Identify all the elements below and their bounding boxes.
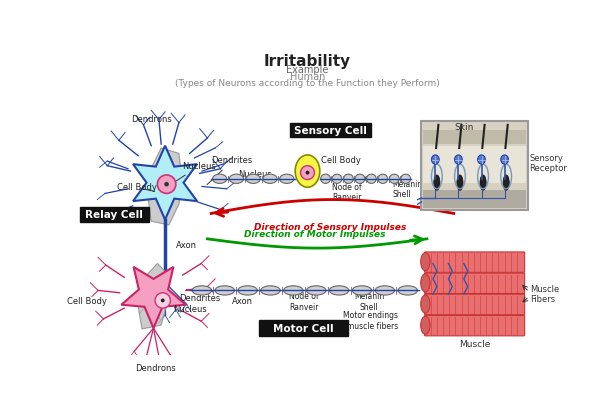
Ellipse shape bbox=[421, 253, 430, 271]
FancyBboxPatch shape bbox=[423, 130, 526, 144]
Text: Example: Example bbox=[286, 65, 329, 75]
Circle shape bbox=[155, 293, 170, 308]
Ellipse shape bbox=[246, 174, 260, 184]
Ellipse shape bbox=[434, 175, 440, 190]
Text: Cell Body: Cell Body bbox=[322, 156, 361, 165]
Ellipse shape bbox=[238, 286, 257, 295]
Ellipse shape bbox=[503, 175, 509, 190]
Text: Node of
Ranveir: Node of Ranveir bbox=[289, 292, 319, 312]
Polygon shape bbox=[133, 146, 197, 219]
FancyBboxPatch shape bbox=[425, 273, 524, 294]
Text: Human: Human bbox=[290, 72, 325, 82]
Ellipse shape bbox=[320, 174, 331, 184]
Text: Axon: Axon bbox=[176, 241, 197, 250]
Text: Axon: Axon bbox=[355, 174, 376, 183]
Text: Melanin
Shell: Melanin Shell bbox=[392, 180, 422, 199]
Ellipse shape bbox=[355, 174, 365, 184]
Text: Cell Body: Cell Body bbox=[67, 298, 107, 306]
Ellipse shape bbox=[375, 286, 395, 295]
Text: Irritability: Irritability bbox=[264, 54, 351, 69]
Circle shape bbox=[305, 171, 310, 174]
Circle shape bbox=[157, 175, 176, 194]
Ellipse shape bbox=[215, 286, 235, 295]
Polygon shape bbox=[121, 267, 186, 328]
Text: Skin: Skin bbox=[454, 122, 473, 132]
Text: Nucleus: Nucleus bbox=[238, 170, 272, 180]
Ellipse shape bbox=[284, 286, 303, 295]
FancyBboxPatch shape bbox=[290, 123, 371, 137]
Text: Direction of Sensory Impulses: Direction of Sensory Impulses bbox=[254, 223, 407, 233]
Text: Sensory
Receptor: Sensory Receptor bbox=[529, 154, 567, 173]
Ellipse shape bbox=[212, 174, 227, 184]
Ellipse shape bbox=[307, 286, 326, 295]
Ellipse shape bbox=[421, 295, 430, 313]
Text: Dendrons: Dendrons bbox=[134, 363, 175, 373]
FancyBboxPatch shape bbox=[425, 252, 524, 273]
FancyBboxPatch shape bbox=[425, 294, 524, 315]
Ellipse shape bbox=[480, 175, 486, 190]
Ellipse shape bbox=[421, 316, 430, 334]
Polygon shape bbox=[138, 263, 169, 329]
FancyBboxPatch shape bbox=[423, 146, 526, 183]
Ellipse shape bbox=[344, 174, 353, 184]
Text: Nucleus: Nucleus bbox=[173, 305, 206, 314]
Ellipse shape bbox=[295, 155, 320, 187]
Ellipse shape bbox=[421, 274, 430, 292]
Text: Node of
Ranveir: Node of Ranveir bbox=[332, 183, 362, 202]
Ellipse shape bbox=[398, 286, 418, 295]
Text: Direction of Motor Impulses: Direction of Motor Impulses bbox=[244, 230, 386, 239]
Text: Nucleus: Nucleus bbox=[173, 162, 216, 183]
Text: Muscle
Fibers: Muscle Fibers bbox=[530, 284, 559, 304]
FancyBboxPatch shape bbox=[80, 207, 149, 222]
Text: Dendrites: Dendrites bbox=[207, 156, 253, 185]
FancyBboxPatch shape bbox=[423, 190, 526, 208]
Ellipse shape bbox=[367, 174, 376, 184]
Text: (Types of Neurons according to the Function they Perform): (Types of Neurons according to the Funct… bbox=[175, 79, 440, 88]
Text: Axon: Axon bbox=[232, 298, 253, 306]
Text: Motor Cell: Motor Cell bbox=[274, 324, 334, 334]
Ellipse shape bbox=[280, 174, 294, 184]
Circle shape bbox=[161, 298, 164, 302]
Ellipse shape bbox=[431, 155, 439, 164]
FancyBboxPatch shape bbox=[425, 316, 524, 336]
Text: Dendrites: Dendrites bbox=[179, 294, 220, 302]
Ellipse shape bbox=[389, 174, 399, 184]
Text: Muscle: Muscle bbox=[459, 340, 490, 350]
Text: Melanin
Shell: Melanin Shell bbox=[354, 292, 384, 312]
Ellipse shape bbox=[192, 286, 212, 295]
Text: Sensory Cell: Sensory Cell bbox=[294, 126, 367, 136]
Text: Relay Cell: Relay Cell bbox=[85, 210, 143, 220]
FancyBboxPatch shape bbox=[421, 121, 528, 209]
Ellipse shape bbox=[457, 175, 463, 190]
Ellipse shape bbox=[261, 286, 280, 295]
Ellipse shape bbox=[263, 174, 277, 184]
Ellipse shape bbox=[332, 174, 342, 184]
Ellipse shape bbox=[401, 174, 410, 184]
Ellipse shape bbox=[329, 286, 349, 295]
Text: Dendrons: Dendrons bbox=[131, 115, 172, 124]
Ellipse shape bbox=[352, 286, 371, 295]
FancyBboxPatch shape bbox=[259, 320, 349, 336]
Ellipse shape bbox=[501, 155, 508, 164]
Text: Cell Body: Cell Body bbox=[118, 183, 157, 192]
Ellipse shape bbox=[378, 174, 388, 184]
Circle shape bbox=[164, 182, 169, 186]
Ellipse shape bbox=[455, 155, 462, 164]
Polygon shape bbox=[148, 148, 182, 225]
Text: Motor endings
on muscle fibers: Motor endings on muscle fibers bbox=[335, 311, 398, 331]
Circle shape bbox=[301, 166, 314, 180]
Ellipse shape bbox=[478, 155, 485, 164]
Ellipse shape bbox=[229, 174, 244, 184]
